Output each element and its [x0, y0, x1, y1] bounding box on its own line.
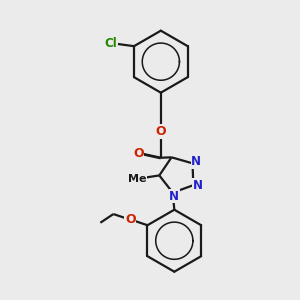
Text: N: N: [191, 155, 201, 168]
Text: N: N: [193, 179, 203, 192]
Text: O: O: [155, 125, 166, 138]
Text: O: O: [125, 213, 136, 226]
Text: Me: Me: [128, 173, 147, 184]
Text: N: N: [169, 190, 179, 203]
Text: O: O: [133, 147, 144, 160]
Text: Cl: Cl: [104, 37, 117, 50]
